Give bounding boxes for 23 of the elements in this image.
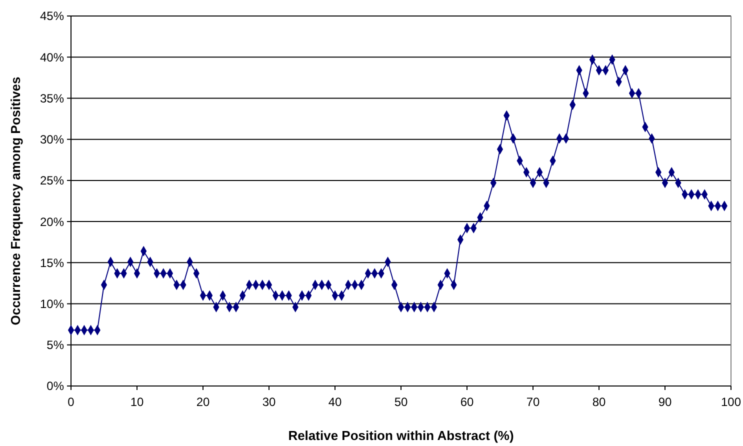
y-tick-label: 0%	[46, 379, 64, 394]
x-tick-label: 70	[526, 395, 540, 409]
y-tick-label: 10%	[40, 296, 64, 311]
y-tick-label: 25%	[40, 174, 64, 188]
x-tick-label: 60	[460, 395, 474, 409]
y-tick-label: 20%	[40, 214, 64, 229]
x-tick-label: 80	[592, 395, 606, 409]
y-tick-label: 30%	[40, 132, 64, 147]
x-tick-label: 50	[394, 395, 408, 409]
y-tick-label: 5%	[46, 338, 64, 352]
y-axis-title: Occurrence Frequency among Positives	[8, 76, 23, 326]
y-tick-label: 45%	[40, 9, 64, 24]
y-tick-label: 40%	[40, 50, 64, 64]
x-tick-label: 10	[130, 395, 144, 409]
y-tick-label: 15%	[40, 256, 64, 270]
x-tick-label: 90	[658, 395, 672, 409]
x-tick-label: 30	[262, 395, 276, 409]
x-axis-title: Relative Position within Abstract (%)	[288, 428, 514, 443]
x-tick-label: 100	[720, 395, 742, 409]
x-tick-label: 40	[328, 395, 342, 409]
x-tick-label: 0	[68, 395, 75, 409]
x-tick-label: 20	[196, 395, 210, 409]
y-tick-label: 35%	[40, 91, 64, 106]
